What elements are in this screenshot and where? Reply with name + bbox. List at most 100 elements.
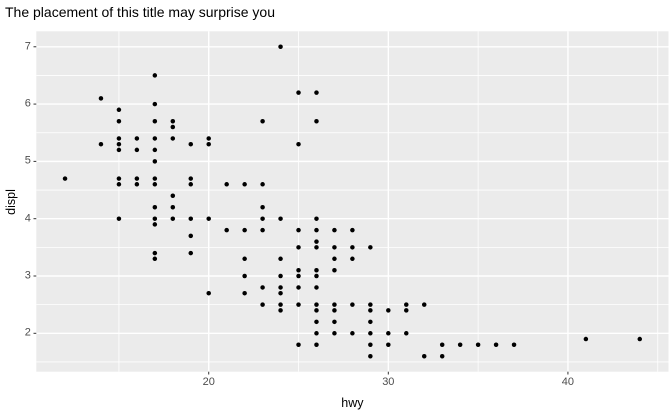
data-point xyxy=(296,342,301,348)
data-point xyxy=(314,342,319,348)
data-point xyxy=(152,147,158,153)
data-point xyxy=(188,233,194,239)
data-point xyxy=(170,124,176,130)
data-point xyxy=(152,101,158,107)
data-point xyxy=(134,182,140,187)
data-point xyxy=(116,136,122,141)
data-point xyxy=(152,176,158,181)
data-point xyxy=(314,331,319,336)
data-point xyxy=(116,141,122,147)
data-point xyxy=(314,273,319,279)
data-point xyxy=(206,216,211,221)
data-point xyxy=(368,331,373,336)
data-point xyxy=(116,107,122,113)
data-point xyxy=(152,136,158,141)
data-point xyxy=(637,336,643,342)
data-point xyxy=(314,216,319,221)
data-point xyxy=(188,176,194,181)
data-point xyxy=(368,302,373,307)
data-point xyxy=(314,227,319,233)
data-point xyxy=(260,285,265,290)
data-point xyxy=(368,319,373,325)
data-point xyxy=(116,182,122,187)
data-point xyxy=(170,136,176,141)
data-point xyxy=(386,308,391,313)
data-point xyxy=(404,331,409,336)
data-point xyxy=(493,342,499,348)
data-point xyxy=(368,342,373,348)
y-axis-tick-label: 3 xyxy=(24,269,31,282)
data-point xyxy=(260,216,265,221)
data-point xyxy=(278,308,283,313)
data-point xyxy=(152,119,158,124)
data-point xyxy=(170,216,176,221)
data-point xyxy=(583,336,589,342)
data-point xyxy=(242,273,247,279)
data-point xyxy=(278,290,283,296)
data-point xyxy=(260,302,265,307)
data-point xyxy=(188,216,194,221)
data-point xyxy=(206,136,211,141)
data-point xyxy=(152,182,158,187)
data-point xyxy=(152,250,158,256)
data-point xyxy=(332,245,337,250)
x-axis-tick-label: 40 xyxy=(561,375,575,388)
data-point xyxy=(116,216,122,221)
data-point xyxy=(296,273,301,279)
data-point xyxy=(404,302,409,307)
data-point xyxy=(314,302,319,307)
y-axis-tick-label: 4 xyxy=(24,212,31,225)
y-axis-tick-label: 5 xyxy=(24,154,31,167)
data-point xyxy=(439,342,445,348)
data-point xyxy=(62,176,68,181)
data-point xyxy=(242,290,247,296)
data-point xyxy=(98,141,104,147)
data-point xyxy=(242,227,247,233)
data-point xyxy=(296,285,301,290)
data-point xyxy=(260,227,265,233)
data-point xyxy=(260,182,265,187)
y-axis-title: displ xyxy=(4,188,18,215)
data-point xyxy=(314,90,319,95)
data-point xyxy=(368,353,373,359)
data-point xyxy=(439,353,445,359)
data-point xyxy=(296,268,301,273)
plot-title: The placement of this title may surprise… xyxy=(5,4,276,20)
data-point xyxy=(404,308,409,313)
data-point xyxy=(332,308,337,313)
data-point xyxy=(386,342,391,348)
data-point xyxy=(421,353,427,359)
x-axis-title: hwy xyxy=(341,395,364,410)
data-point xyxy=(475,342,481,348)
data-point xyxy=(368,308,373,313)
data-point xyxy=(134,147,140,153)
data-point xyxy=(152,222,158,227)
data-point xyxy=(314,285,319,290)
data-point xyxy=(314,268,319,273)
data-point xyxy=(332,227,337,233)
data-point xyxy=(152,256,158,262)
data-point xyxy=(296,90,301,95)
data-point xyxy=(170,204,176,210)
data-point xyxy=(314,319,319,325)
plot-panel xyxy=(36,31,669,372)
data-point xyxy=(421,302,427,307)
data-point xyxy=(188,250,194,256)
data-point xyxy=(278,285,283,290)
data-point xyxy=(278,302,283,307)
data-point xyxy=(332,256,337,262)
data-point xyxy=(278,273,283,279)
data-point xyxy=(511,342,517,348)
data-point xyxy=(170,193,176,199)
data-point xyxy=(296,302,301,307)
data-point xyxy=(206,290,211,296)
data-point xyxy=(350,331,355,336)
data-point xyxy=(350,227,355,233)
data-point xyxy=(152,159,158,164)
data-point xyxy=(314,239,319,244)
data-point xyxy=(278,44,283,50)
data-point xyxy=(296,141,301,147)
data-point xyxy=(260,119,265,124)
